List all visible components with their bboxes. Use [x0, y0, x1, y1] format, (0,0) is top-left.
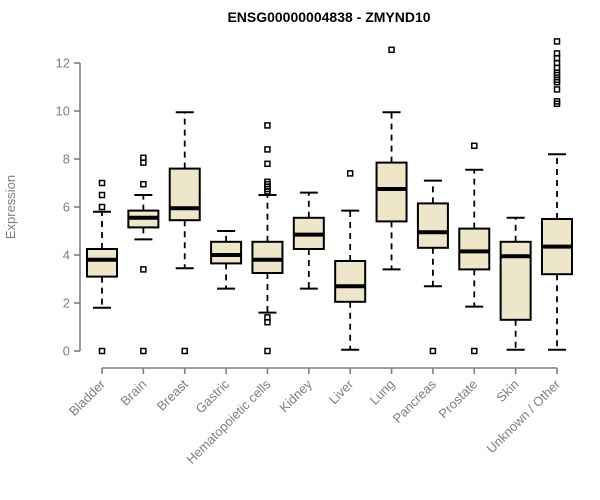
y-tick-label: 2: [63, 296, 70, 311]
outlier-point: [553, 38, 561, 45]
outlier-point: [388, 46, 395, 54]
x-tick-label: Pancreas: [390, 376, 440, 426]
outlier-point: [429, 347, 437, 355]
outlier-point: [98, 347, 106, 355]
x-tick-label: Skin: [493, 377, 521, 405]
x-tick-label: Kidney: [276, 376, 315, 415]
iqr-box: [86, 248, 118, 278]
outlier-point: [140, 266, 147, 273]
x-tick-label: Breast: [154, 376, 191, 413]
x-tick-label: Prostate: [436, 377, 481, 422]
outlier-point: [553, 86, 561, 93]
outlier-point: [471, 347, 478, 355]
x-tick-label: Unknown / Other: [484, 376, 564, 456]
y-tick-label: 6: [63, 200, 70, 215]
iqr-box: [499, 240, 532, 321]
outlier-point: [181, 347, 188, 355]
outlier-point: [471, 142, 478, 150]
iqr-box: [416, 202, 449, 249]
iqr-box: [458, 227, 491, 271]
chart-title: ENSG00000004838 - ZMYND10: [227, 9, 430, 25]
outlier-point: [553, 78, 561, 86]
outlier-point: [264, 318, 271, 326]
iqr-box: [168, 167, 201, 222]
outlier-point: [264, 188, 271, 195]
iqr-box: [334, 260, 367, 303]
y-tick-label: 10: [56, 104, 70, 119]
outlier-point: [98, 191, 106, 199]
outlier-point: [140, 180, 147, 188]
iqr-box: [210, 240, 243, 265]
outlier-point: [264, 347, 271, 355]
y-tick-label: 4: [63, 248, 70, 263]
y-axis-title: Expression: [3, 175, 18, 239]
y-tick-label: 12: [56, 56, 70, 71]
outlier-point: [98, 203, 106, 211]
iqr-box: [251, 240, 284, 275]
outlier-point: [264, 146, 271, 153]
outlier-point: [140, 347, 147, 355]
outlier-point: [140, 154, 147, 162]
y-tick-label: 0: [63, 344, 70, 359]
x-tick-label: Lung: [367, 377, 398, 408]
x-tick-label: Bladder: [66, 376, 109, 419]
iqr-box: [375, 161, 408, 223]
x-tick-label: Brain: [117, 377, 149, 409]
x-tick-label: Gastric: [192, 376, 232, 416]
outlier-point: [264, 122, 271, 129]
outlier-point: [346, 170, 354, 177]
outlier-point: [553, 100, 561, 108]
x-tick-label: Liver: [326, 376, 357, 407]
outlier-point: [98, 179, 106, 187]
y-tick-label: 8: [63, 152, 70, 167]
outlier-point: [264, 160, 271, 168]
